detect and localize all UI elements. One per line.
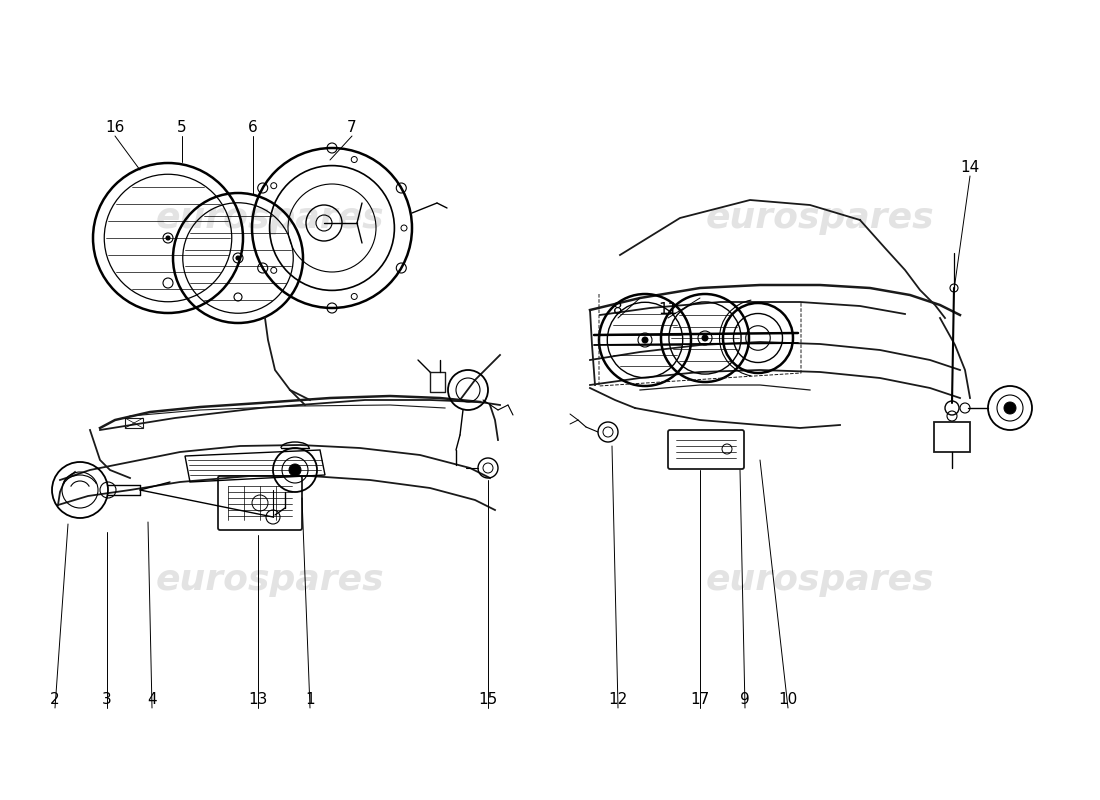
Text: 1: 1 <box>305 693 315 707</box>
Text: eurospares: eurospares <box>156 563 384 597</box>
Text: 9: 9 <box>740 693 750 707</box>
Text: 13: 13 <box>249 693 267 707</box>
Text: eurospares: eurospares <box>156 201 384 235</box>
Text: 8: 8 <box>613 302 623 318</box>
Text: 7: 7 <box>348 121 356 135</box>
Text: 6: 6 <box>249 121 257 135</box>
Text: 10: 10 <box>779 693 798 707</box>
Circle shape <box>166 236 170 240</box>
Text: 17: 17 <box>691 693 710 707</box>
Text: 11: 11 <box>659 302 678 318</box>
Circle shape <box>1004 402 1016 414</box>
Text: eurospares: eurospares <box>706 201 934 235</box>
Circle shape <box>289 464 301 476</box>
Circle shape <box>236 256 240 260</box>
Text: 5: 5 <box>177 121 187 135</box>
Text: 16: 16 <box>106 121 124 135</box>
Text: 12: 12 <box>608 693 628 707</box>
Text: eurospares: eurospares <box>706 563 934 597</box>
Circle shape <box>642 337 648 343</box>
Text: 15: 15 <box>478 693 497 707</box>
Bar <box>934 422 970 452</box>
Text: 3: 3 <box>102 693 112 707</box>
Text: 4: 4 <box>147 693 157 707</box>
Text: 2: 2 <box>51 693 59 707</box>
Bar <box>125 418 143 428</box>
Text: 14: 14 <box>960 161 980 175</box>
Circle shape <box>702 335 708 341</box>
